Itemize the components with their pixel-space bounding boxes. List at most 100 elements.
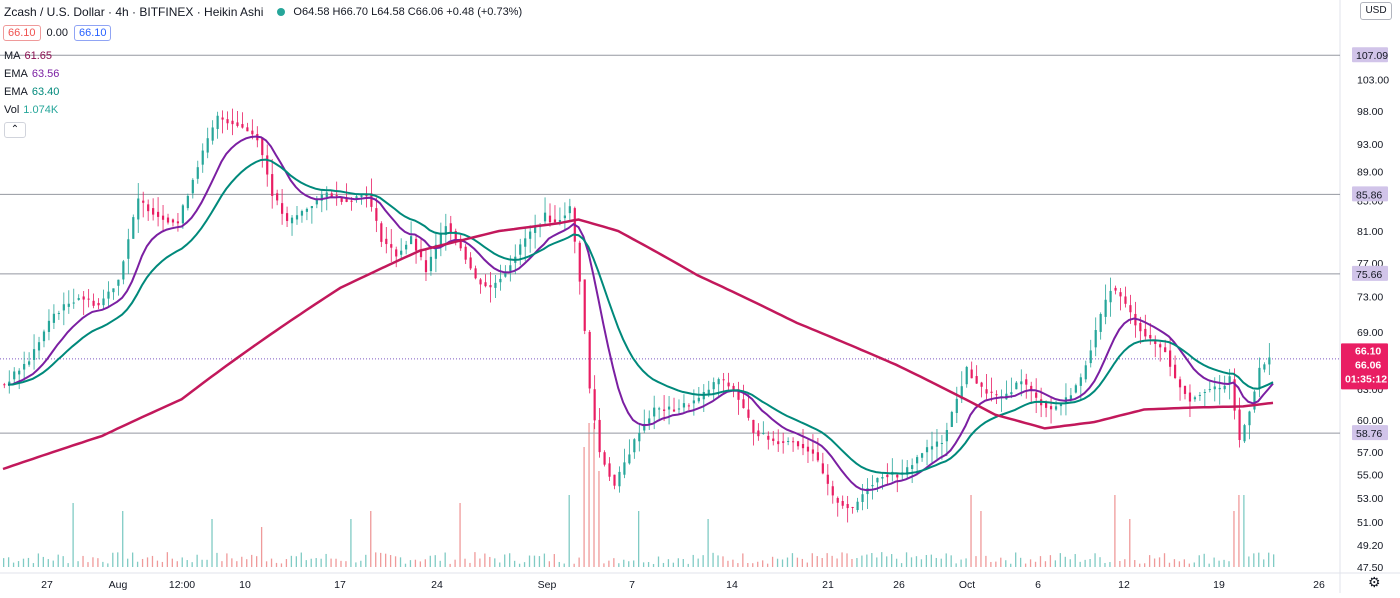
candle-body: [553, 219, 557, 223]
candle-body: [221, 117, 224, 120]
candle-body: [1109, 290, 1112, 303]
volume-bar: [945, 553, 947, 567]
candle-body: [305, 208, 309, 212]
candle-body: [816, 452, 819, 461]
price-tick-label: 69.00: [1357, 327, 1383, 339]
candle-body: [851, 506, 854, 508]
volume-bar: [156, 560, 159, 567]
price-tick-label: 51.00: [1357, 517, 1383, 529]
volume-bar: [841, 552, 843, 567]
candle-body: [980, 382, 983, 387]
candle-body: [266, 155, 269, 175]
indicator-vol[interactable]: Vol 1.074K: [4, 104, 58, 116]
candles: [3, 108, 1271, 523]
volume-bar: [42, 556, 44, 567]
volume-bar: [1129, 519, 1131, 567]
volume-bar: [166, 552, 169, 567]
volume-bar: [315, 558, 317, 567]
volume-bar: [479, 558, 481, 567]
volume-bar: [776, 558, 779, 567]
volume-bar: [285, 559, 288, 567]
volume-bar: [900, 563, 903, 567]
candle-body: [395, 249, 398, 257]
sell-price-button[interactable]: 66.10: [3, 25, 41, 41]
volume-bar: [196, 554, 198, 567]
candle-body: [1059, 403, 1063, 407]
volume-bar: [742, 553, 744, 567]
candle-body: [762, 433, 765, 435]
volume-bar: [270, 558, 273, 567]
volume-bar: [1238, 495, 1240, 567]
candle-body: [791, 441, 795, 443]
volume-bar: [146, 557, 149, 567]
candle-body: [276, 193, 279, 201]
candle-body: [216, 115, 219, 129]
candle-body: [1129, 305, 1132, 313]
candle-body: [281, 203, 284, 214]
candle-body: [117, 279, 120, 286]
candle-body: [1119, 292, 1122, 297]
volume-bar: [672, 562, 675, 567]
volume-bar: [404, 563, 407, 567]
volume-bar: [454, 559, 456, 567]
candle-body: [385, 238, 388, 245]
candle-body: [623, 462, 626, 475]
volume-bar: [786, 557, 789, 567]
volume-bar: [910, 557, 913, 567]
volume-bar: [7, 557, 10, 567]
collapse-indicators-icon[interactable]: ⌃: [4, 122, 26, 138]
indicator-ma[interactable]: MA 61.65: [4, 50, 52, 62]
volume-bar: [980, 511, 982, 567]
candle-body: [315, 199, 318, 205]
candle-body: [886, 474, 889, 478]
candle-body: [295, 215, 299, 220]
candle-body: [975, 376, 978, 384]
candle-body: [459, 238, 462, 249]
volume-bar: [821, 558, 823, 567]
volume-bar: [370, 511, 372, 567]
volume-bar: [1148, 555, 1151, 567]
volume-bar: [1173, 559, 1176, 567]
volume-bar: [1203, 553, 1205, 567]
currency-label[interactable]: USD: [1360, 2, 1392, 20]
candle-body: [484, 282, 487, 287]
candle-body: [335, 195, 338, 197]
volume-bar: [548, 561, 551, 567]
candle-body: [271, 174, 274, 196]
volume-bar: [1163, 553, 1166, 567]
symbol-title[interactable]: Zcash / U.S. Dollar · 4h · BITFINEX · He…: [4, 5, 264, 19]
price-tick-label: 81.00: [1357, 226, 1383, 238]
indicator-ema-1[interactable]: EMA 63.56: [4, 68, 59, 80]
volume-bar: [1268, 552, 1270, 567]
candle-body: [176, 221, 180, 224]
volume-bar: [955, 563, 957, 567]
volume-bar: [449, 563, 451, 567]
candle-body: [945, 430, 948, 442]
candle-body: [1164, 347, 1167, 353]
volume-bar: [1019, 557, 1022, 567]
candle-body: [990, 391, 993, 393]
candle-body: [47, 320, 51, 332]
volume-bar: [960, 559, 962, 567]
candle-body: [524, 238, 527, 247]
candle-body: [122, 261, 125, 280]
candle-body: [697, 397, 700, 402]
candle-body: [1044, 402, 1048, 408]
ema-fast-line: [7, 135, 1274, 492]
candle-body: [504, 272, 507, 277]
volume-bar: [891, 554, 893, 567]
candle-body: [925, 447, 929, 453]
gear-icon[interactable]: ⚙: [1368, 574, 1381, 590]
candle-body: [320, 194, 323, 201]
candle-body: [494, 282, 497, 288]
volume-bar: [330, 558, 332, 567]
indicator-ema-2[interactable]: EMA 63.40: [4, 86, 59, 98]
candle-body: [1223, 385, 1226, 390]
buy-price-button[interactable]: 66.10: [73, 25, 112, 41]
volume-bar: [22, 558, 25, 567]
candle-body: [350, 200, 353, 202]
volume-bar: [320, 558, 322, 567]
time-tick-label: 10: [239, 579, 251, 591]
